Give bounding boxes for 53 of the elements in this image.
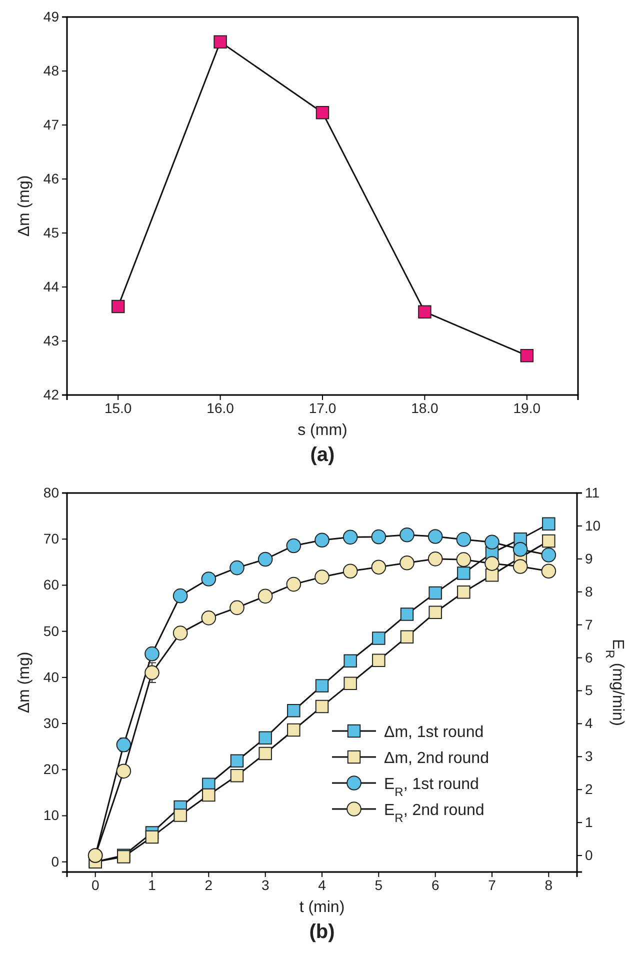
y2-tick-label: 11 — [585, 484, 600, 500]
x-tick-label: 2 — [204, 876, 213, 893]
y-tick-label: 46 — [43, 170, 60, 186]
y-tick-label: 44 — [43, 278, 60, 294]
y-tick-label: 49 — [43, 8, 60, 24]
y2-tick-label: 9 — [585, 550, 593, 566]
x-tick-label: 6 — [431, 876, 440, 893]
y-tick-label: 0 — [51, 853, 60, 870]
legend-label: E$_{R}$, 2nd round — [384, 802, 484, 825]
y-tick-label: 30 — [43, 715, 60, 732]
y-tick-label: 40 — [43, 668, 60, 685]
y2-tick-label: 2 — [585, 781, 593, 798]
x-tick-label: 18.0 — [411, 400, 439, 416]
y-tick-label: 43 — [43, 332, 60, 348]
legend-label: Δm, 2nd round — [384, 750, 489, 767]
y-tick-label: 20 — [43, 761, 60, 778]
x-tick-label: 5 — [374, 876, 383, 893]
legend-label: E$_{R}$, 1st round — [384, 776, 479, 799]
y-axis-title: Δm (mg) — [16, 175, 33, 237]
x-tick-label: 3 — [261, 876, 270, 893]
y2-tick-label: 7 — [585, 616, 593, 632]
y2-tick-label: 0 — [585, 847, 593, 863]
y-tick-label: 70 — [43, 530, 60, 547]
y-tick-label: 47 — [43, 116, 60, 132]
y2-tick-label: 8 — [585, 583, 593, 600]
x-tick-label: 7 — [488, 876, 496, 893]
x-tick-label: 0 — [91, 876, 100, 893]
y2-tick-label: 1 — [585, 814, 593, 830]
text: (a) — [310, 444, 335, 466]
x-tick-label: 15.0 — [104, 400, 132, 416]
x-tick-label: 4 — [318, 876, 326, 893]
x-axis-title: t (min) — [299, 899, 345, 916]
legend-label: Δm, 1st round — [384, 724, 484, 741]
y2-tick-label: 3 — [585, 748, 593, 764]
y-axis-title: Δm (mg) — [16, 652, 33, 714]
y-tick-label: 48 — [43, 62, 60, 78]
x-tick-label: 8 — [544, 876, 553, 893]
x-axis-title: s (mm) — [298, 422, 348, 439]
x-tick-label: 1 — [148, 876, 156, 893]
y2-tick-label: 6 — [585, 649, 593, 666]
y-tick-label: 80 — [43, 484, 60, 500]
x-tick-label: 16.0 — [206, 400, 234, 416]
y2-tick-label: 4 — [585, 715, 593, 732]
y-tick-label: 50 — [43, 622, 60, 639]
y-tick-label: 42 — [43, 386, 60, 402]
y2-tick-label: 5 — [585, 682, 593, 698]
y-tick-label: 10 — [43, 807, 60, 824]
y2-tick-label: 10 — [585, 517, 601, 534]
y-tick-label: 45 — [43, 224, 60, 240]
x-tick-label: 17.0 — [308, 400, 336, 416]
text: (b) — [309, 921, 335, 943]
y-tick-label: 60 — [43, 576, 60, 593]
x-tick-label: 19.0 — [513, 400, 541, 416]
